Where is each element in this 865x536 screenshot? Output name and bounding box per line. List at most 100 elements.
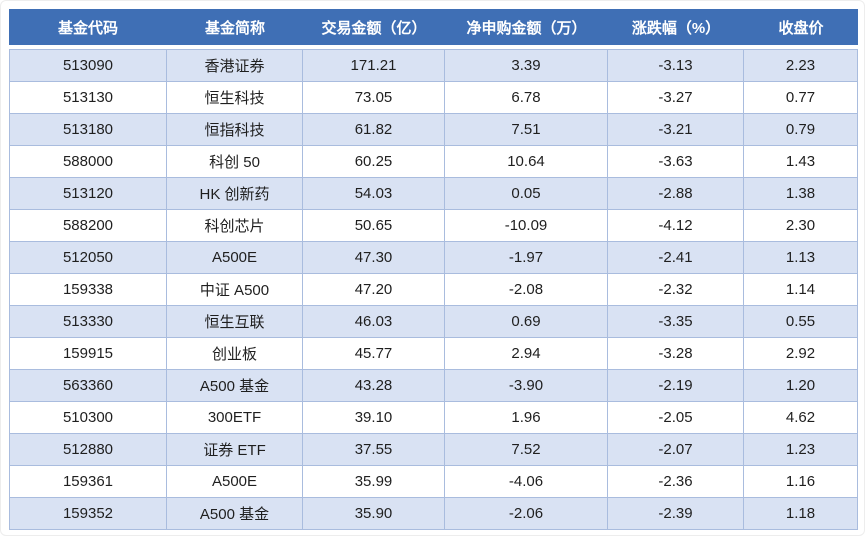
column-header-change-pct: 涨跌幅（%）: [608, 9, 744, 49]
column-header-trade-amount: 交易金额（亿）: [303, 9, 445, 49]
fund-table: 基金代码 基金简称 交易金额（亿） 净申购金额（万） 涨跌幅（%） 收盘价 51…: [9, 9, 858, 530]
table-cell: 科创 50: [167, 146, 303, 178]
table-cell: 1.23: [744, 434, 858, 466]
table-cell: 159352: [9, 498, 167, 530]
table-cell: 1.43: [744, 146, 858, 178]
table-cell: -4.12: [608, 210, 744, 242]
table-cell: 47.20: [303, 274, 445, 306]
table-cell: 512050: [9, 242, 167, 274]
table-row: 159338 中证 A500 47.20 -2.08 -2.32 1.14: [9, 274, 858, 306]
table-cell: -2.88: [608, 178, 744, 210]
column-header-fund-name: 基金简称: [167, 9, 303, 49]
table-cell: 2.94: [445, 338, 608, 370]
table-cell: 1.18: [744, 498, 858, 530]
table-cell: 513330: [9, 306, 167, 338]
table-cell: -2.39: [608, 498, 744, 530]
table-cell: 中证 A500: [167, 274, 303, 306]
table-row: 159361 A500E 35.99 -4.06 -2.36 1.16: [9, 466, 858, 498]
table-cell: 3.39: [445, 49, 608, 82]
column-header-close-price: 收盘价: [744, 9, 858, 49]
table-cell: 2.23: [744, 49, 858, 82]
table-cell: 563360: [9, 370, 167, 402]
table-cell: -10.09: [445, 210, 608, 242]
table-cell: -3.28: [608, 338, 744, 370]
table-row: 588200 科创芯片 50.65 -10.09 -4.12 2.30: [9, 210, 858, 242]
table-cell: -2.06: [445, 498, 608, 530]
table-cell: 4.62: [744, 402, 858, 434]
table-row: 563360 A500 基金 43.28 -3.90 -2.19 1.20: [9, 370, 858, 402]
table-cell: -2.07: [608, 434, 744, 466]
table-cell: 7.51: [445, 114, 608, 146]
table-cell: -3.35: [608, 306, 744, 338]
table-row: 513330 恒生互联 46.03 0.69 -3.35 0.55: [9, 306, 858, 338]
table-cell: 61.82: [303, 114, 445, 146]
table-cell: 35.90: [303, 498, 445, 530]
column-header-fund-code: 基金代码: [9, 9, 167, 49]
table-cell: 159915: [9, 338, 167, 370]
table-cell: -4.06: [445, 466, 608, 498]
table-cell: 恒生互联: [167, 306, 303, 338]
table-row: 513130 恒生科技 73.05 6.78 -3.27 0.77: [9, 82, 858, 114]
table-cell: 创业板: [167, 338, 303, 370]
table-cell: 恒生科技: [167, 82, 303, 114]
table-cell: 7.52: [445, 434, 608, 466]
table-row: 513090 香港证券 171.21 3.39 -3.13 2.23: [9, 49, 858, 82]
table-cell: 香港证券: [167, 49, 303, 82]
table-cell: 恒指科技: [167, 114, 303, 146]
table-cell: -3.21: [608, 114, 744, 146]
table-cell: 35.99: [303, 466, 445, 498]
table-cell: 47.30: [303, 242, 445, 274]
table-cell: -1.97: [445, 242, 608, 274]
table-cell: -3.90: [445, 370, 608, 402]
table-cell: 科创芯片: [167, 210, 303, 242]
table-row: 510300 300ETF 39.10 1.96 -2.05 4.62: [9, 402, 858, 434]
table-cell: 513130: [9, 82, 167, 114]
table-cell: 0.69: [445, 306, 608, 338]
table-cell: 0.55: [744, 306, 858, 338]
table-cell: 171.21: [303, 49, 445, 82]
table-row: 513180 恒指科技 61.82 7.51 -3.21 0.79: [9, 114, 858, 146]
table-cell: 1.20: [744, 370, 858, 402]
table-cell: 513090: [9, 49, 167, 82]
table-row: 159915 创业板 45.77 2.94 -3.28 2.92: [9, 338, 858, 370]
table-cell: 513120: [9, 178, 167, 210]
table-cell: A500E: [167, 466, 303, 498]
table-cell: -2.19: [608, 370, 744, 402]
table-cell: 37.55: [303, 434, 445, 466]
table-cell: 6.78: [445, 82, 608, 114]
table-cell: A500E: [167, 242, 303, 274]
table-cell: A500 基金: [167, 370, 303, 402]
table-cell: 10.64: [445, 146, 608, 178]
table-cell: 588200: [9, 210, 167, 242]
table-cell: 159338: [9, 274, 167, 306]
table-cell: 510300: [9, 402, 167, 434]
table-cell: 39.10: [303, 402, 445, 434]
table-cell: -3.27: [608, 82, 744, 114]
table-cell: -3.63: [608, 146, 744, 178]
table-cell: -2.41: [608, 242, 744, 274]
table-body: 513090 香港证券 171.21 3.39 -3.13 2.23 513130 恒生科技 7…: [9, 49, 858, 530]
table-cell: 300ETF: [167, 402, 303, 434]
table-row: 588000 科创 50 60.25 10.64 -3.63 1.43: [9, 146, 858, 178]
table-cell: HK 创新药: [167, 178, 303, 210]
table-cell: 0.77: [744, 82, 858, 114]
table-cell: -2.08: [445, 274, 608, 306]
table-cell: 45.77: [303, 338, 445, 370]
column-header-net-subscription: 净申购金额（万）: [445, 9, 608, 49]
table-cell: 43.28: [303, 370, 445, 402]
table-cell: 1.16: [744, 466, 858, 498]
table-cell: -2.32: [608, 274, 744, 306]
table-cell: -3.13: [608, 49, 744, 82]
table-cell: -2.05: [608, 402, 744, 434]
table-cell: 159361: [9, 466, 167, 498]
table-cell: 0.05: [445, 178, 608, 210]
table-cell: 2.30: [744, 210, 858, 242]
table-cell: 2.92: [744, 338, 858, 370]
table-cell: 证券 ETF: [167, 434, 303, 466]
table-cell: 1.38: [744, 178, 858, 210]
table-cell: 588000: [9, 146, 167, 178]
header-row: 基金代码 基金简称 交易金额（亿） 净申购金额（万） 涨跌幅（%） 收盘价: [9, 9, 858, 49]
table-header: 基金代码 基金简称 交易金额（亿） 净申购金额（万） 涨跌幅（%） 收盘价: [9, 9, 858, 49]
table-cell: 60.25: [303, 146, 445, 178]
